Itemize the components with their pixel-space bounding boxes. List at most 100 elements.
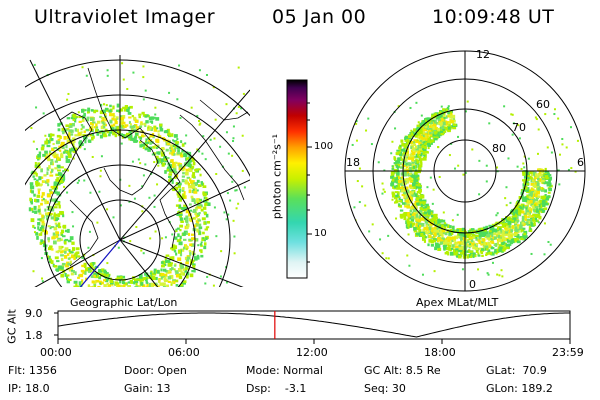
aurora-pixel — [150, 270, 153, 273]
aurora-pixel — [478, 236, 482, 240]
aurora-pixel — [152, 293, 155, 295]
aurora-pixel — [424, 215, 428, 218]
aurora-pixel — [237, 202, 240, 205]
timeline-ytick-top: 9.0 — [25, 307, 43, 320]
aurora-pixel — [109, 119, 113, 124]
aurora-pixel — [124, 124, 129, 127]
aurora-pixel — [548, 187, 552, 192]
aurora-pixel — [443, 116, 448, 119]
aurora-pixel — [58, 268, 63, 271]
aurora-pixel — [36, 148, 39, 151]
aurora-pixel — [172, 162, 176, 165]
aurora-pixel — [193, 189, 198, 194]
aurora-pixel — [545, 177, 550, 180]
aurora-pixel — [169, 291, 173, 293]
timeline-ylabel: GC Alt — [5, 309, 19, 344]
aurora-pixel — [180, 271, 184, 276]
aurora-pixel — [185, 168, 189, 172]
aurora-pixel — [168, 134, 172, 137]
aurora-pixel — [403, 154, 406, 159]
aurora-pixel — [112, 123, 116, 127]
aurora-pixel — [456, 229, 460, 232]
aurora-pixel — [48, 247, 52, 251]
aurora-pixel — [147, 149, 151, 152]
aurora-pixel — [504, 232, 508, 237]
aurora-pixel — [105, 274, 109, 277]
aurora-pixel — [47, 240, 50, 243]
aurora-pixel — [196, 202, 199, 205]
aurora-pixel — [423, 153, 426, 157]
aurora-pixel — [28, 207, 32, 212]
aurora-pixel — [524, 189, 528, 192]
aurora-pixel — [413, 212, 418, 216]
aurora-pixel — [404, 201, 408, 205]
aurora-pixel — [32, 175, 35, 178]
aurora-pixel — [180, 284, 184, 287]
aurora-pixel — [423, 239, 427, 243]
aurora-pixel — [473, 254, 477, 258]
aurora-pixel — [37, 162, 41, 165]
aurora-pixel — [185, 231, 188, 235]
aurora-pixel — [401, 189, 405, 193]
aurora-pixel — [458, 241, 461, 245]
aurora-pixel — [464, 238, 468, 242]
aurora-pixel — [565, 146, 568, 149]
aurora-pixel — [468, 243, 472, 247]
aurora-pixel — [179, 235, 182, 239]
aurora-pixel — [403, 171, 407, 174]
aurora-pixel — [406, 138, 410, 142]
aurora-pixel — [523, 175, 527, 179]
aurora-pixel — [169, 256, 172, 260]
aurora-pixel — [61, 262, 66, 266]
aurora-pixel — [157, 288, 159, 290]
aurora-pixel — [421, 273, 424, 276]
aurora-pixel — [178, 204, 182, 209]
aurora-pixel — [194, 257, 198, 261]
aurora-pixel — [176, 239, 181, 243]
aurora-pixel — [139, 144, 143, 148]
aurora-pixel — [353, 206, 356, 209]
aurora-pixel — [433, 217, 437, 222]
aurora-pixel — [415, 197, 420, 201]
aurora-pixel — [390, 171, 394, 176]
aurora-pixel — [104, 113, 107, 116]
aurora-pixel — [201, 237, 205, 242]
aurora-pixel — [464, 240, 468, 244]
aurora-pixel — [197, 244, 200, 247]
aurora-pixel — [37, 154, 41, 158]
aurora-pixel — [150, 116, 154, 120]
aurora-pixel — [447, 111, 450, 115]
aurora-pixel — [497, 226, 500, 231]
aurora-pixel — [497, 231, 501, 236]
aurora-pixel — [426, 213, 431, 217]
aurora-pixel — [542, 203, 546, 207]
aurora-pixel — [195, 238, 199, 242]
aurora-pixel — [415, 223, 418, 228]
aurora-pixel — [47, 237, 50, 241]
aurora-pixel — [182, 232, 186, 236]
aurora-pixel — [138, 115, 141, 119]
aurora-pixel — [478, 247, 483, 250]
aurora-pixel — [530, 188, 535, 191]
aurora-pixel — [453, 123, 457, 127]
aurora-pixel — [161, 164, 165, 167]
aurora-pixel — [406, 191, 410, 196]
aurora-pixel — [189, 178, 192, 182]
aurora-pixel — [89, 133, 93, 137]
aurora-pixel — [443, 239, 446, 244]
aurora-pixel — [419, 195, 424, 199]
aurora-pixel — [441, 224, 444, 228]
aurora-pixel — [93, 109, 97, 114]
aurora-pixel — [521, 189, 525, 192]
aurora-pixel — [155, 155, 159, 160]
aurora-pixel — [435, 238, 439, 241]
aurora-pixel — [198, 119, 201, 122]
aurora-pixel — [66, 128, 70, 131]
aurora-pixel — [60, 179, 65, 183]
aurora-pixel — [159, 288, 162, 291]
aurora-pixel — [82, 134, 86, 137]
aurora-pixel — [420, 217, 425, 221]
aurora-pixel — [197, 219, 202, 222]
aurora-pixel — [458, 246, 462, 250]
aurora-pixel — [381, 252, 384, 255]
